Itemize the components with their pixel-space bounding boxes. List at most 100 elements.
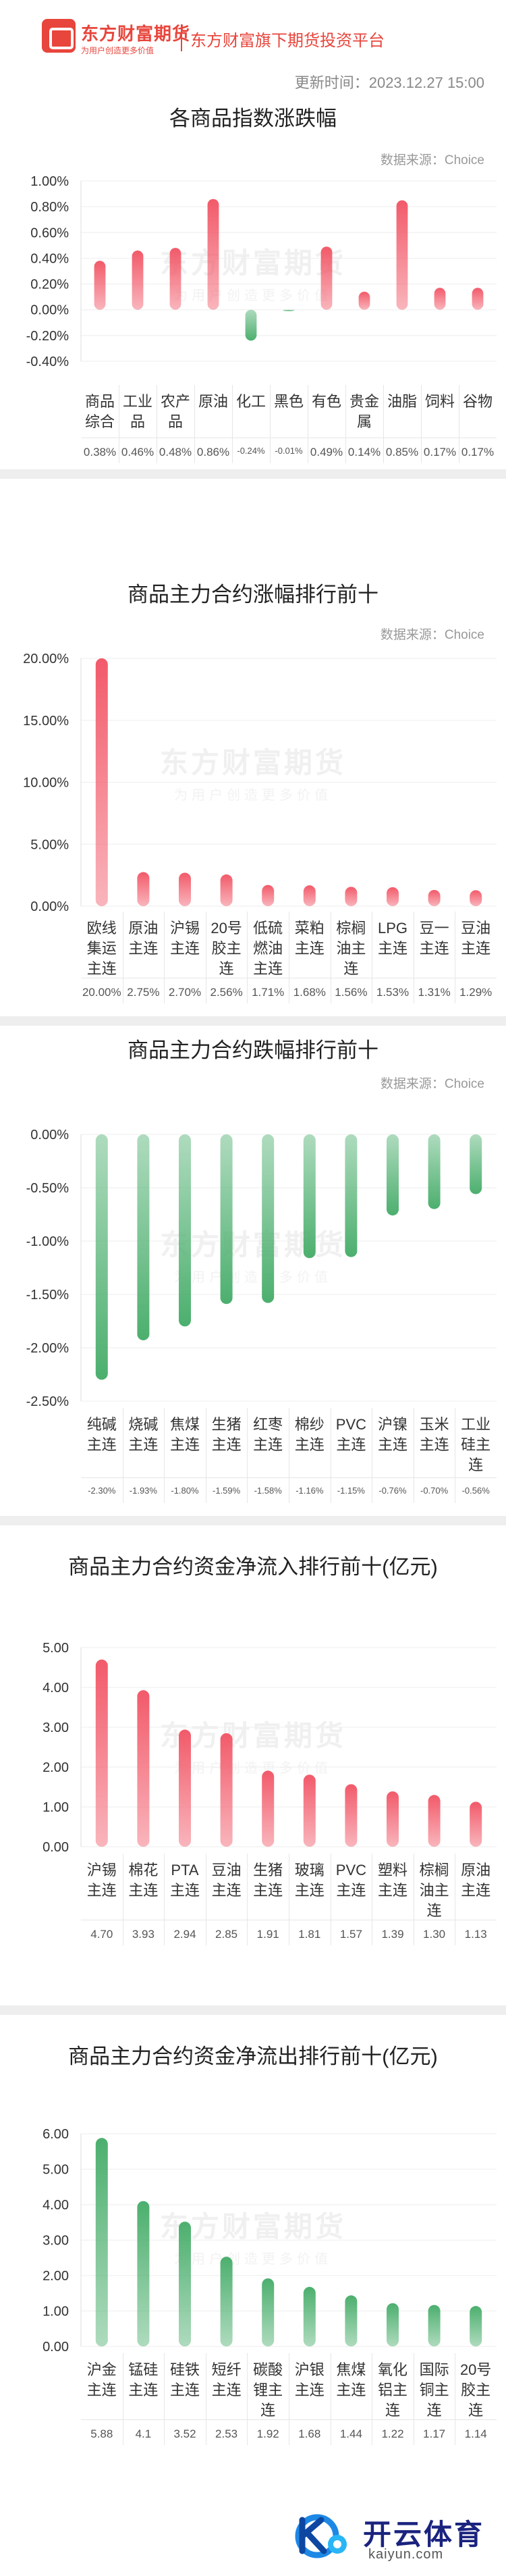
data-source-label: 数据来源： bbox=[380, 628, 445, 642]
bar bbox=[428, 1795, 441, 1847]
x-category-label: PVC主连 bbox=[331, 1415, 372, 1455]
x-category-label: 棕榈油主连 bbox=[331, 918, 372, 979]
kaiyun-logo-icon bbox=[295, 2514, 347, 2558]
y-tick-label: 5.00% bbox=[30, 837, 69, 852]
x-category-label: PTA主连 bbox=[164, 1860, 206, 1901]
y-tick-label: -2.00% bbox=[26, 1341, 69, 1356]
x-category-label: 20号胶主连 bbox=[206, 918, 248, 979]
category-text: 豆一主连 bbox=[419, 920, 449, 957]
data-value-label: 4.70 bbox=[90, 1928, 113, 1941]
y-tick-label: 0.80% bbox=[30, 200, 69, 215]
x-category-label: 黑色 bbox=[270, 392, 308, 412]
x-category-label: 饲料 bbox=[421, 392, 459, 412]
y-tick-label: 10.00% bbox=[23, 776, 69, 791]
data-value-label: 1.17 bbox=[423, 2427, 446, 2440]
category-text: 农产品 bbox=[160, 393, 190, 430]
data-value-label: -0.24% bbox=[237, 446, 265, 456]
category-text: 生猪主连 bbox=[253, 1862, 283, 1899]
column-divider bbox=[247, 912, 248, 1003]
category-text: 焦煤主连 bbox=[336, 2361, 366, 2398]
category-text: 工业硅主连 bbox=[461, 1416, 491, 1473]
y-tick-label: 3.00 bbox=[43, 2234, 69, 2249]
x-category-label: 玻璃主连 bbox=[289, 1860, 331, 1901]
bar bbox=[95, 658, 108, 906]
data-value-label: 3.93 bbox=[132, 1928, 154, 1941]
bar bbox=[137, 2201, 150, 2346]
category-text: LPG主连 bbox=[377, 920, 407, 957]
data-value-label: 0.49% bbox=[310, 446, 343, 458]
data-value-label: -0.56% bbox=[461, 1486, 490, 1496]
bar bbox=[220, 874, 233, 906]
chart-plot: 0.00 1.00 2.00 3.00 4.00 5.00 6.00 bbox=[43, 2127, 497, 2353]
y-tick-label: 4.00 bbox=[43, 2198, 69, 2213]
column-divider bbox=[164, 1854, 165, 1945]
category-text: PTA主连 bbox=[169, 1862, 200, 1899]
x-category-label: 豆一主连 bbox=[414, 918, 455, 959]
x-category-label: 生猪主连 bbox=[247, 1860, 289, 1901]
data-value-label: 1.56% bbox=[335, 986, 368, 999]
column-divider bbox=[247, 1854, 248, 1945]
section-separator bbox=[0, 469, 506, 479]
category-text: 豆油主连 bbox=[461, 920, 491, 957]
x-category-label: 20号胶主连 bbox=[455, 2360, 497, 2421]
header: 东方财富期货 为用户创造更多价值 东方财富旗下期货投资平台 bbox=[0, 0, 506, 64]
category-text: 原油主连 bbox=[461, 1862, 491, 1899]
chart-plot: -0.40% -0.20% 0.00% 0.20% 0.40% 0.60% 0.80% 1.0… bbox=[26, 174, 497, 368]
data-value-label: 1.14 bbox=[464, 2427, 487, 2440]
y-tick-label: 5.00 bbox=[43, 1641, 69, 1656]
y-tick-label: 20.00% bbox=[23, 652, 69, 666]
x-category-label: 生猪主连 bbox=[206, 1415, 248, 1455]
x-category-label: 纯碱主连 bbox=[81, 1415, 123, 1455]
watermark: 东方财富期货 为用户创造更多价值 bbox=[0, 740, 506, 804]
bar bbox=[207, 199, 219, 310]
bar bbox=[179, 2222, 191, 2346]
x-category-label: 豆油主连 bbox=[455, 918, 497, 959]
bar bbox=[303, 1775, 316, 1847]
x-category-label: 化工 bbox=[232, 392, 270, 412]
category-text: 红枣主连 bbox=[253, 1416, 283, 1453]
y-tick-label: 6.00 bbox=[43, 2127, 69, 2142]
data-value-label: 1.44 bbox=[339, 2427, 362, 2440]
data-value-label: 1.53% bbox=[376, 986, 410, 999]
category-text: 饲料 bbox=[424, 393, 455, 410]
x-category-label: 焦煤主连 bbox=[164, 1415, 206, 1455]
category-text: PVC主连 bbox=[335, 1862, 367, 1899]
x-category-label: 沪银主连 bbox=[289, 2360, 331, 2400]
data-source-label: 数据来源： bbox=[380, 1077, 445, 1091]
bar bbox=[137, 1690, 150, 1847]
y-tick-label: 1.00 bbox=[43, 1800, 69, 1815]
x-category-label: 塑料主连 bbox=[372, 1860, 414, 1901]
data-value-label: 1.68 bbox=[298, 2427, 321, 2440]
category-text: 低硫燃油主连 bbox=[253, 920, 283, 977]
column-divider bbox=[270, 385, 271, 463]
bar bbox=[387, 1791, 399, 1847]
data-value-label: 0.86% bbox=[196, 446, 230, 458]
data-value-label: -1.93% bbox=[129, 1486, 157, 1496]
data-value-label: 1.57 bbox=[339, 1928, 362, 1941]
y-tick-label: -1.50% bbox=[26, 1288, 69, 1303]
bar bbox=[220, 1134, 233, 1305]
data-source: 数据来源：Choice bbox=[381, 150, 484, 168]
category-text: 烧碱主连 bbox=[128, 1416, 159, 1453]
y-tick-label: 0.00 bbox=[43, 2340, 69, 2353]
data-value-label: 1.71% bbox=[252, 986, 285, 999]
category-text: 沪银主连 bbox=[294, 2361, 325, 2398]
data-value-label: 2.75% bbox=[127, 986, 160, 999]
data-value-label: 1.81 bbox=[298, 1928, 321, 1941]
data-value-label: 2.53 bbox=[215, 2427, 238, 2440]
brand-name: 东方财富期货 bbox=[81, 24, 191, 44]
category-text: 沪锡主连 bbox=[86, 1862, 117, 1899]
bar bbox=[95, 2138, 108, 2346]
y-tick-label: -1.00% bbox=[26, 1234, 69, 1249]
y-tick-label: 1.00 bbox=[43, 2305, 69, 2319]
category-text: 原油 bbox=[198, 393, 228, 410]
y-tick-label: 3.00 bbox=[43, 1720, 69, 1735]
x-category-label: 国际铜主连 bbox=[414, 2360, 455, 2421]
x-category-label: 沪金主连 bbox=[81, 2360, 123, 2400]
bar bbox=[262, 1134, 275, 1303]
y-tick-label: 2.00 bbox=[43, 1760, 69, 1775]
x-category-label: 棕榈油主连 bbox=[414, 1860, 455, 1921]
x-category-label: 农产品 bbox=[157, 392, 194, 432]
bar bbox=[434, 288, 446, 310]
bar bbox=[428, 889, 441, 906]
